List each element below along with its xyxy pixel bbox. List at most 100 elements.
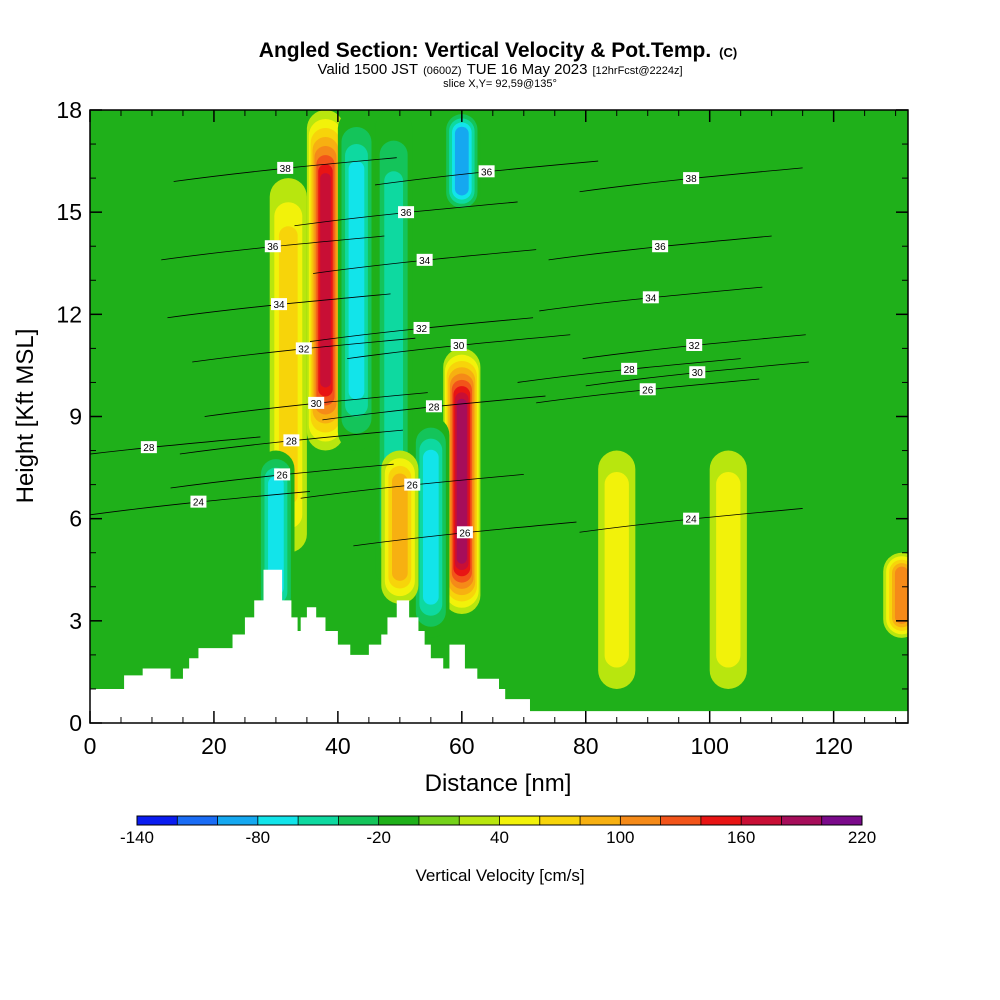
velocity-band (454, 126, 469, 196)
isentrope-label-text: 26 (407, 481, 419, 492)
chart-subtitle: Valid 1500 JST (0600Z) TUE 16 May 2023 [12h… (317, 61, 682, 78)
isentrope-label: 24 (190, 495, 207, 509)
colorbar-tick-label: 160 (727, 828, 755, 847)
colorbar-swatch (700, 816, 742, 825)
isentrope-labels: 38 36 34 32 30 28 26 28 24 36 34 32 30 28 26 26 36 38 36 34… (140, 161, 706, 539)
velocity-feature-updraft (306, 110, 345, 451)
isentrope-label-text: 28 (624, 365, 636, 376)
isentrope-label-box (425, 400, 442, 413)
velocity-band (320, 173, 331, 388)
isentrope-label-text: 36 (655, 242, 667, 253)
isentrope-label-text: 30 (453, 341, 465, 352)
isentrope-label-box (642, 291, 659, 304)
y-tick-label: 12 (56, 301, 82, 327)
isentrope-label: 36 (264, 240, 281, 253)
y-tick-label: 6 (69, 506, 82, 532)
velocity-band (716, 472, 741, 668)
isentrope-label-box (274, 468, 291, 481)
isentrope-label: 30 (308, 396, 325, 410)
chart-title-mark: (C) (719, 45, 737, 60)
isentrope-label-box (683, 512, 700, 525)
isentrope-label-box (456, 526, 473, 539)
x-axis-label: Distance [nm] (425, 770, 572, 797)
x-tick-label: 0 (84, 733, 97, 759)
colorbar-swatch (257, 816, 299, 825)
isentrope-label-box (271, 298, 288, 311)
isentrope-label-box (398, 206, 415, 219)
isentrope-label: 34 (416, 253, 433, 267)
isentrope-label-box (413, 321, 430, 334)
colorbar-swatch (459, 816, 500, 825)
colorbar-tick-label: 100 (606, 828, 634, 847)
colorbar-swatch (499, 816, 541, 825)
isentrope-label-box (277, 161, 294, 174)
isentrope-label-box (478, 165, 495, 178)
colorbar-swatch (821, 816, 863, 825)
isentrope-label: 32 (413, 321, 430, 335)
colorbar-tick-label: 40 (490, 828, 509, 847)
colorbar-frame (136, 815, 863, 826)
isentrope-label-box (295, 342, 312, 355)
x-tick-label: 20 (201, 733, 227, 759)
plot-background (90, 110, 908, 723)
isentrope-label: 26 (274, 468, 291, 481)
colorbar-swatch (338, 816, 380, 825)
velocity-band (268, 476, 284, 596)
isentrope-label: 36 (652, 240, 669, 253)
isentrope-label: 38 (277, 161, 294, 175)
subtitle-valid: Valid 1500 JST (317, 61, 418, 78)
y-axis-label: Height [Kft MSL] (12, 329, 39, 504)
colorbar-swatch (418, 816, 460, 825)
isentrope-label-text: 32 (298, 344, 310, 355)
velocity-band (391, 473, 408, 581)
isentrope-label-text: 34 (645, 293, 657, 304)
subtitle-forecast: [12hrFcst@2224z] (593, 65, 683, 77)
isentrope-label: 26 (639, 383, 656, 396)
vertical-velocity-field (257, 110, 908, 689)
isentrope-label-box (283, 434, 300, 447)
x-tick-label: 60 (449, 733, 475, 759)
isentrope-label-text: 34 (419, 256, 431, 267)
colorbar-tick-label: -140 (120, 828, 154, 847)
isentrope-label: 28 (140, 441, 157, 454)
colorbar-tick-label: -20 (366, 828, 391, 847)
velocity-band (604, 472, 629, 668)
isentrope-label-box (621, 362, 638, 375)
y-tick-label: 15 (56, 199, 82, 225)
isentrope-label-box (689, 366, 706, 379)
isentrope-label-box (416, 253, 433, 266)
isentrope-label: 24 (683, 512, 700, 526)
isentrope-label-box (686, 338, 703, 351)
isentrope-label-text: 38 (686, 174, 698, 185)
colorbar-swatch (580, 816, 621, 825)
isentrope-label-text: 24 (686, 515, 698, 526)
velocity-band (348, 161, 365, 400)
colorbar-swatch (660, 816, 702, 825)
colorbar-swatch (741, 816, 782, 825)
velocity-feature-updraft (381, 450, 419, 604)
isentrope-label-text: 38 (280, 164, 292, 175)
chart-title-text: Angled Section: Vertical Velocity & Pot.… (259, 39, 711, 62)
isentrope-label: 36 (478, 165, 495, 178)
isentrope-label: 32 (686, 338, 703, 352)
isentrope-label-text: 28 (428, 402, 440, 413)
x-tick-label: 80 (573, 733, 599, 759)
velocity-band (422, 449, 439, 605)
isentrope-label-box (404, 478, 421, 491)
isentrope-label: 38 (683, 172, 700, 185)
colorbar-tick-label: 220 (848, 828, 876, 847)
colorbar-swatch (539, 816, 581, 825)
isentrope-label-text: 36 (481, 167, 493, 178)
y-tick-label: 3 (69, 608, 82, 634)
velocity-feature-downdraft (337, 110, 376, 451)
velocity-band (456, 398, 467, 564)
isentrope-label-text: 30 (692, 368, 704, 379)
isentrope-label: 34 (642, 291, 659, 304)
isentrope-label: 26 (404, 478, 421, 492)
plot-area (90, 110, 908, 723)
isentrope-label: 32 (295, 342, 312, 355)
isentrope-label: 28 (283, 434, 300, 447)
isentrope-label-box (264, 240, 281, 253)
x-tick-label: 100 (691, 733, 729, 759)
